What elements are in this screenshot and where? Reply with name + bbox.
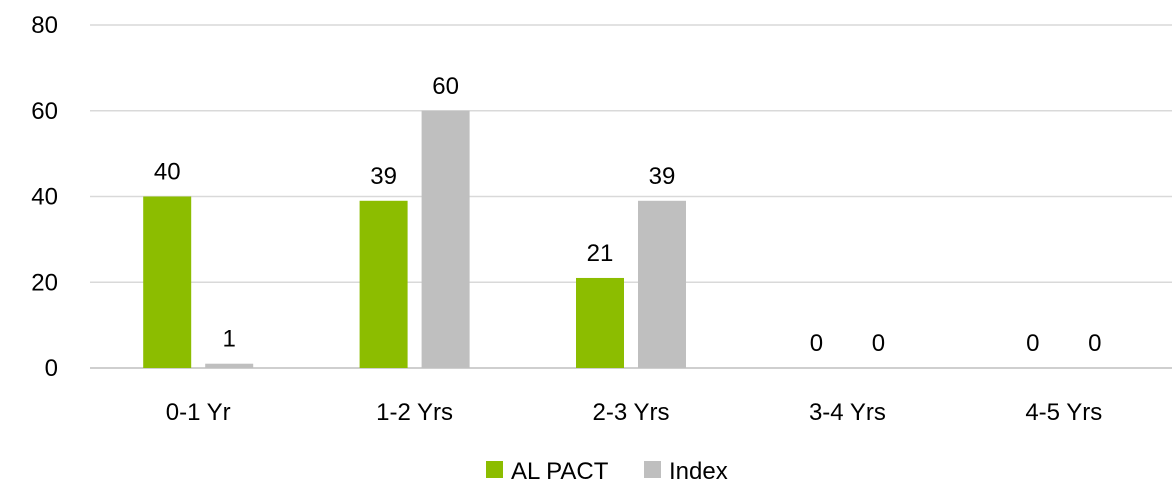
y-tick-label: 20 xyxy=(31,269,58,296)
bar-index-1 xyxy=(421,110,470,368)
data-label: 39 xyxy=(649,163,676,190)
y-tick-label: 40 xyxy=(31,184,58,211)
legend: AL PACT Index xyxy=(486,458,728,485)
x-axis-categories: 0-1 Yr 1-2 Yrs 2-3 Yrs 3-4 Yrs 4-5 Yrs xyxy=(166,399,1103,426)
x-category-label: 3-4 Yrs xyxy=(809,399,886,426)
bar-al-pact-0 xyxy=(143,196,192,368)
data-label: 40 xyxy=(154,159,181,186)
data-label: 0 xyxy=(1088,330,1101,357)
bar-index-0 xyxy=(205,363,254,368)
bars xyxy=(143,110,686,368)
bar-al-pact-2 xyxy=(576,277,624,368)
data-label: 0 xyxy=(810,330,823,357)
data-label: 21 xyxy=(587,240,614,267)
bar-al-pact-1 xyxy=(359,200,408,368)
x-category-label: 2-3 Yrs xyxy=(593,399,670,426)
legend-label-al-pact: AL PACT xyxy=(511,458,609,485)
gridlines xyxy=(90,24,1172,369)
y-tick-label: 0 xyxy=(45,355,58,382)
x-category-label: 1-2 Yrs xyxy=(376,399,453,426)
x-category-label: 0-1 Yr xyxy=(166,399,231,426)
data-labels: 40 1 39 60 21 39 0 0 0 0 xyxy=(154,73,1102,357)
data-label: 1 xyxy=(223,326,236,353)
data-label: 39 xyxy=(370,163,397,190)
legend-swatch-index xyxy=(644,461,661,478)
x-category-label: 4-5 Yrs xyxy=(1025,399,1102,426)
data-label: 0 xyxy=(872,330,885,357)
y-axis-ticks: 0 20 40 60 80 xyxy=(31,12,58,382)
y-tick-label: 60 xyxy=(31,98,58,125)
bar-index-2 xyxy=(638,200,686,368)
legend-label-index: Index xyxy=(669,458,728,485)
data-label: 60 xyxy=(432,73,459,100)
legend-swatch-al-pact xyxy=(486,461,503,478)
data-label: 0 xyxy=(1026,330,1039,357)
y-tick-label: 80 xyxy=(31,12,58,39)
